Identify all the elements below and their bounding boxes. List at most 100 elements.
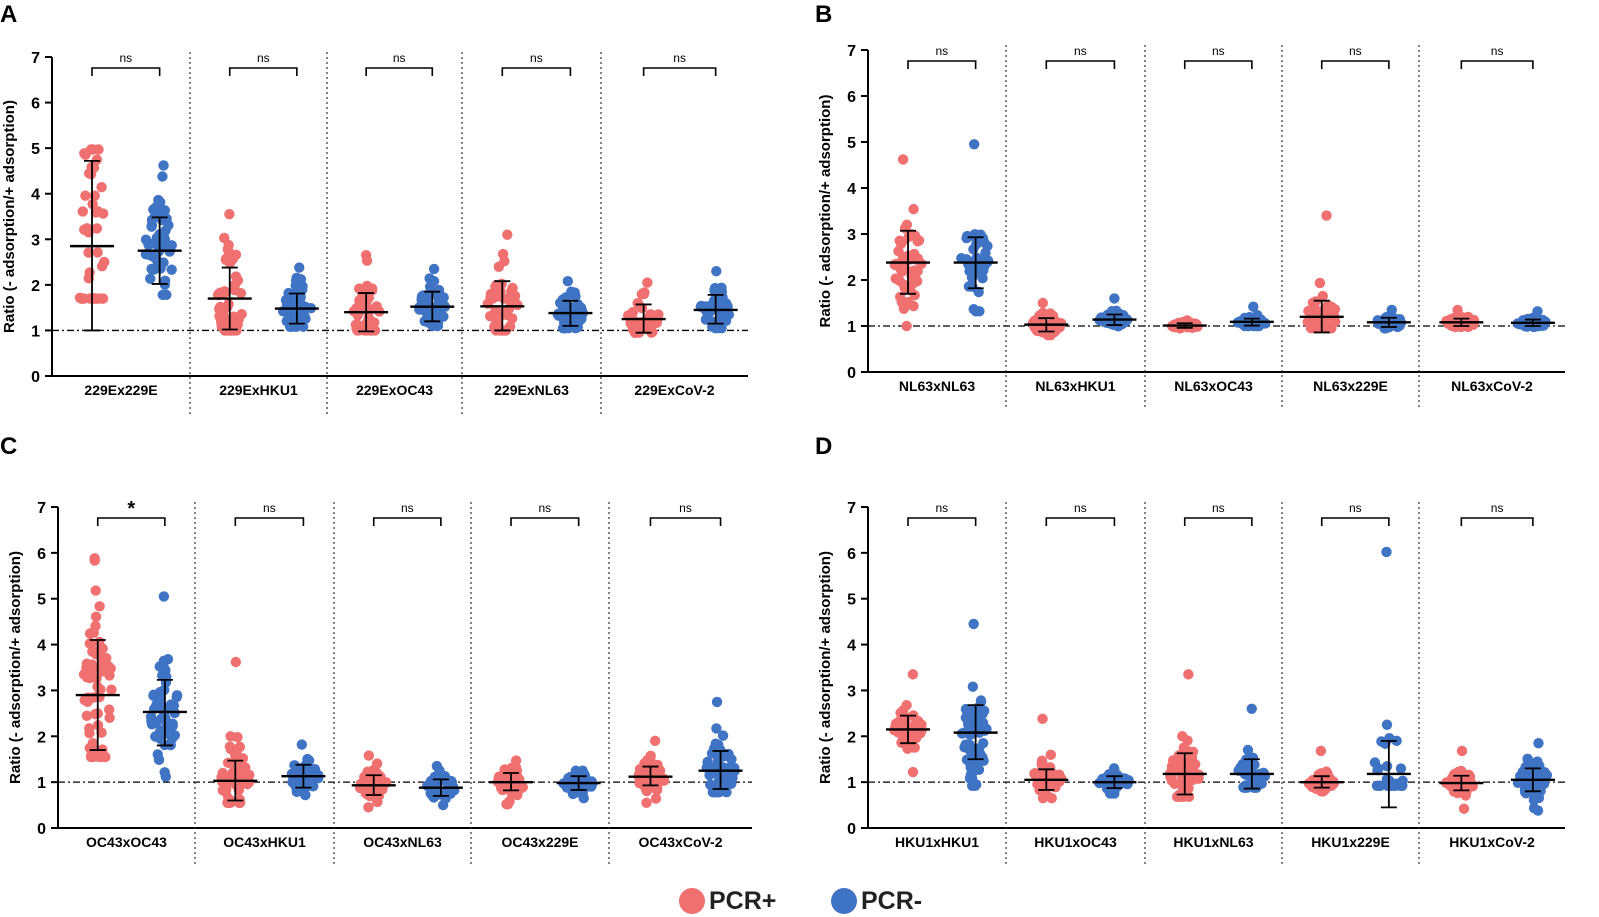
y-axis-title: Ratio (- adsorption/+ adsorption) [817, 551, 834, 784]
significance-label: ns [119, 51, 132, 65]
data-point-pcr-negative [709, 282, 721, 294]
data-point-pcr-negative [158, 230, 169, 241]
y-tick-label: 7 [847, 500, 856, 517]
data-point-pcr-positive [99, 659, 110, 671]
legend-label-pcr-negative: PCR- [861, 886, 923, 915]
data-point-pcr-negative [702, 756, 713, 768]
data-point-pcr-positive [1037, 792, 1049, 804]
data-point-pcr-negative [159, 767, 170, 778]
x-category-label: HKU1xNL63 [1173, 834, 1253, 850]
significance-bracket [649, 517, 722, 526]
y-tick-label: 2 [37, 729, 46, 746]
panel-a: A Ratio (- adsorption/+ adsorption) 0 1 2 3 4 5… [0, 1, 748, 414]
x-category-label: HKU1xCoV-2 [1449, 834, 1535, 850]
data-point-pcr-positive [94, 636, 105, 648]
data-point-pcr-positive [1311, 323, 1323, 334]
x-category-label: 229ExNL63 [494, 382, 569, 398]
data-point-pcr-negative [165, 699, 177, 710]
data-point-pcr-positive [80, 190, 91, 201]
data-point-pcr-positive [96, 181, 107, 193]
x-category-label: NL63xCoV-2 [1451, 378, 1533, 394]
significance-bracket [1045, 60, 1116, 69]
data-point-pcr-positive [907, 766, 919, 778]
significance-bracket [1045, 517, 1116, 526]
data-point-pcr-positive [91, 673, 102, 684]
data-point-pcr-negative [158, 591, 170, 602]
data-point-pcr-negative [1514, 318, 1525, 330]
data-point-pcr-positive [236, 309, 247, 320]
significance-bracket [907, 60, 977, 69]
data-point-pcr-positive [496, 781, 508, 792]
data-point-pcr-negative [968, 139, 980, 150]
data-point-pcr-positive [510, 762, 522, 773]
data-point-pcr-positive [76, 293, 88, 304]
data-point-pcr-positive [368, 764, 380, 775]
y-tick-label: 1 [847, 775, 856, 792]
data-point-pcr-negative [166, 733, 178, 744]
data-point-pcr-positive [908, 265, 920, 276]
data-point-pcr-positive [1037, 713, 1048, 725]
group-oc43xnl63: OC43xNL63 ns [351, 501, 463, 850]
data-point-pcr-positive [1050, 325, 1062, 336]
x-category-label: 229ExHKU1 [219, 382, 298, 398]
data-point-pcr-negative [960, 703, 972, 715]
data-point-pcr-negative [965, 728, 976, 740]
data-point-pcr-positive [642, 277, 653, 288]
data-point-pcr-positive [1320, 319, 1332, 331]
y-tick-label: 5 [847, 592, 856, 609]
data-point-pcr-negative [148, 689, 159, 700]
data-point-pcr-positive [94, 601, 105, 612]
data-point-pcr-negative [1522, 316, 1533, 327]
significance-label: ns [401, 501, 414, 515]
data-point-pcr-negative [416, 291, 428, 302]
data-point-pcr-negative [961, 754, 973, 765]
data-point-pcr-positive [88, 627, 99, 638]
data-point-pcr-positive [93, 144, 104, 155]
data-point-pcr-positive [1189, 759, 1201, 770]
y-tick-label: 6 [31, 96, 40, 113]
data-point-pcr-positive [92, 247, 103, 258]
x-category-label: OC43xNL63 [363, 834, 442, 850]
data-point-pcr-positive [90, 585, 101, 596]
y-tick-label: 3 [847, 227, 856, 244]
data-point-pcr-positive [363, 802, 374, 813]
data-point-pcr-negative [975, 695, 987, 706]
group-229exnl63: 229ExNL63 ns [480, 51, 593, 398]
data-point-pcr-negative [146, 221, 157, 232]
data-point-pcr-positive [85, 144, 97, 155]
data-point-pcr-positive [1045, 749, 1057, 761]
data-point-pcr-negative [978, 265, 989, 276]
data-point-pcr-positive [219, 286, 230, 297]
data-point-pcr-negative [289, 760, 300, 771]
data-point-pcr-negative [428, 791, 439, 803]
panel-label-a: A [0, 1, 17, 28]
data-point-pcr-positive [87, 737, 99, 749]
y-tick-label: 0 [37, 821, 46, 838]
data-point-pcr-positive [84, 727, 95, 739]
data-point-pcr-negative [1395, 763, 1407, 774]
data-point-pcr-negative [1256, 778, 1267, 789]
data-point-pcr-negative [163, 220, 174, 231]
data-point-pcr-negative [978, 705, 990, 717]
data-point-pcr-negative [158, 661, 169, 673]
significance-label: ns [1491, 501, 1504, 515]
data-point-pcr-positive [104, 712, 115, 724]
data-point-pcr-positive [90, 647, 101, 658]
data-point-pcr-positive [81, 658, 93, 669]
data-point-pcr-negative [1381, 719, 1393, 730]
data-point-pcr-negative [1541, 770, 1553, 781]
significance-bracket [1183, 517, 1253, 526]
data-point-pcr-positive [650, 793, 662, 804]
data-point-pcr-positive [1167, 755, 1179, 766]
data-point-pcr-positive [230, 749, 242, 760]
x-category-label: NL63xHKU1 [1035, 378, 1115, 394]
y-tick-label: 6 [847, 546, 856, 563]
data-point-pcr-positive [215, 301, 226, 313]
group-nl63xhku1: NL63xHKU1 ns [1024, 44, 1137, 394]
pcr-positive-marker [679, 888, 705, 914]
x-category-label: 229Ex229E [84, 382, 157, 398]
data-point-pcr-negative [711, 265, 722, 277]
data-point-pcr-negative [146, 713, 157, 724]
data-point-pcr-negative [157, 171, 168, 182]
data-point-pcr-negative [1371, 780, 1383, 792]
